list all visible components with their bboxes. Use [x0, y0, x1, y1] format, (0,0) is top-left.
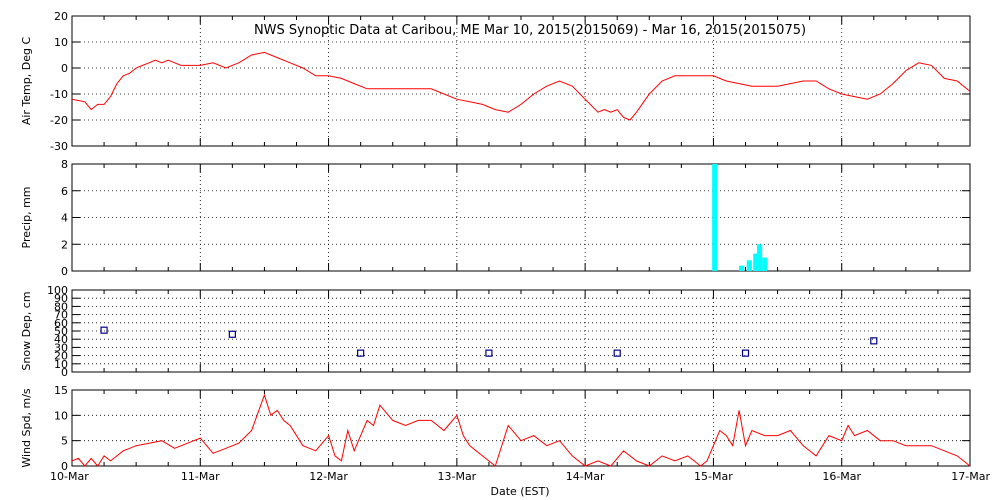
- precip-ytick-label: 2: [61, 238, 68, 251]
- snow-depth-axis-label: Snow Dep, cm: [20, 291, 33, 370]
- x-tick-label: 16-Mar: [822, 470, 861, 483]
- precip-ytick-label: 4: [61, 212, 68, 225]
- snow-depth-point: [357, 349, 365, 357]
- snow-depth-point: [613, 349, 621, 357]
- precip-ytick-label: 6: [61, 185, 68, 198]
- snow-depth-point: [870, 337, 878, 345]
- air-temp-frame: [71, 15, 971, 147]
- x-tick-label: 11-Mar: [181, 470, 220, 483]
- x-tick-label: 13-Mar: [437, 470, 476, 483]
- snow-depth-ytick-label: 10: [54, 358, 68, 371]
- air-temp-ytick-label: -10: [50, 88, 68, 101]
- precip-ytick-label: 8: [61, 158, 68, 171]
- snow-depth-point: [100, 326, 108, 334]
- air-temp-ytick-label: 20: [54, 10, 68, 23]
- wind-speed-panel: 0 5 10 15 Wind Spd, m/s: [20, 384, 971, 473]
- snow-depth-ytick-label: 100: [47, 284, 68, 297]
- snow-depth-ytick-label: 80: [54, 300, 68, 313]
- air-temp-ytick-label: -30: [50, 140, 68, 153]
- x-tick-label: 14-Mar: [566, 470, 605, 483]
- air-temp-axis-label: Air Temp, Deg C: [20, 37, 33, 126]
- precip-bar: [746, 260, 752, 271]
- precip-bar: [762, 257, 768, 271]
- snow-depth-frame: [71, 289, 971, 373]
- wind-speed-ytick-label: 15: [54, 384, 68, 397]
- wind-speed-frame: [71, 389, 971, 467]
- x-tick-label: 10-Mar: [50, 470, 89, 483]
- precip-bar: [753, 253, 759, 271]
- snow-depth-point: [228, 330, 236, 338]
- precip-bar: [757, 244, 763, 271]
- wind-speed-ytick-label: 10: [54, 409, 68, 422]
- precip-bar: [712, 164, 718, 271]
- precip-frame: [71, 163, 971, 272]
- wind-speed-ytick-label: 5: [61, 435, 68, 448]
- snow-depth-ytick-label: 30: [54, 341, 68, 354]
- precip-bar: [739, 265, 745, 271]
- x-axis-tick-labels: 10-Mar 11-Mar 12-Mar 13-Mar 14-Mar 15-Mar 16-M…: [50, 470, 990, 483]
- precip-panel: 0 2 4 6 8 Precip, mm: [20, 158, 971, 278]
- snow-depth-point: [741, 349, 750, 357]
- snow-depth-point: [485, 349, 493, 357]
- chart-title: NWS Synoptic Data at Caribou, ME Mar 10,…: [254, 23, 806, 38]
- precip-ytick-label: 0: [61, 265, 68, 278]
- precip-axis-label: Precip, mm: [20, 187, 33, 249]
- air-temp-panel: -30 -20 -10 0 10 20 Air Temp, Deg C: [20, 10, 971, 153]
- snow-depth-ytick-label: 20: [54, 350, 68, 363]
- wind-speed-axis-label: Wind Spd, m/s: [20, 388, 33, 468]
- air-temp-ytick-label: 0: [61, 62, 68, 75]
- air-temp-ytick-label: 10: [54, 36, 68, 49]
- x-tick-label: 15-Mar: [694, 470, 733, 483]
- snow-depth-ytick-label: 90: [54, 292, 68, 305]
- snow-depth-ytick-label: 0: [61, 366, 68, 379]
- snow-depth-ytick-label: 40: [54, 333, 68, 346]
- snow-depth-ytick-label: 60: [54, 317, 68, 330]
- air-temp-series-line: [71, 51, 971, 121]
- wind-speed-series-line: [71, 393, 971, 467]
- wind-speed-ytick-label: 0: [61, 460, 68, 473]
- x-tick-label: 17-Mar: [951, 470, 990, 483]
- snow-depth-ytick-label: 50: [54, 325, 68, 338]
- x-axis-label: Date (EST): [490, 485, 549, 498]
- x-tick-label: 12-Mar: [309, 470, 348, 483]
- air-temp-ytick-label: -20: [50, 114, 68, 127]
- snow-depth-ytick-label: 70: [54, 309, 68, 322]
